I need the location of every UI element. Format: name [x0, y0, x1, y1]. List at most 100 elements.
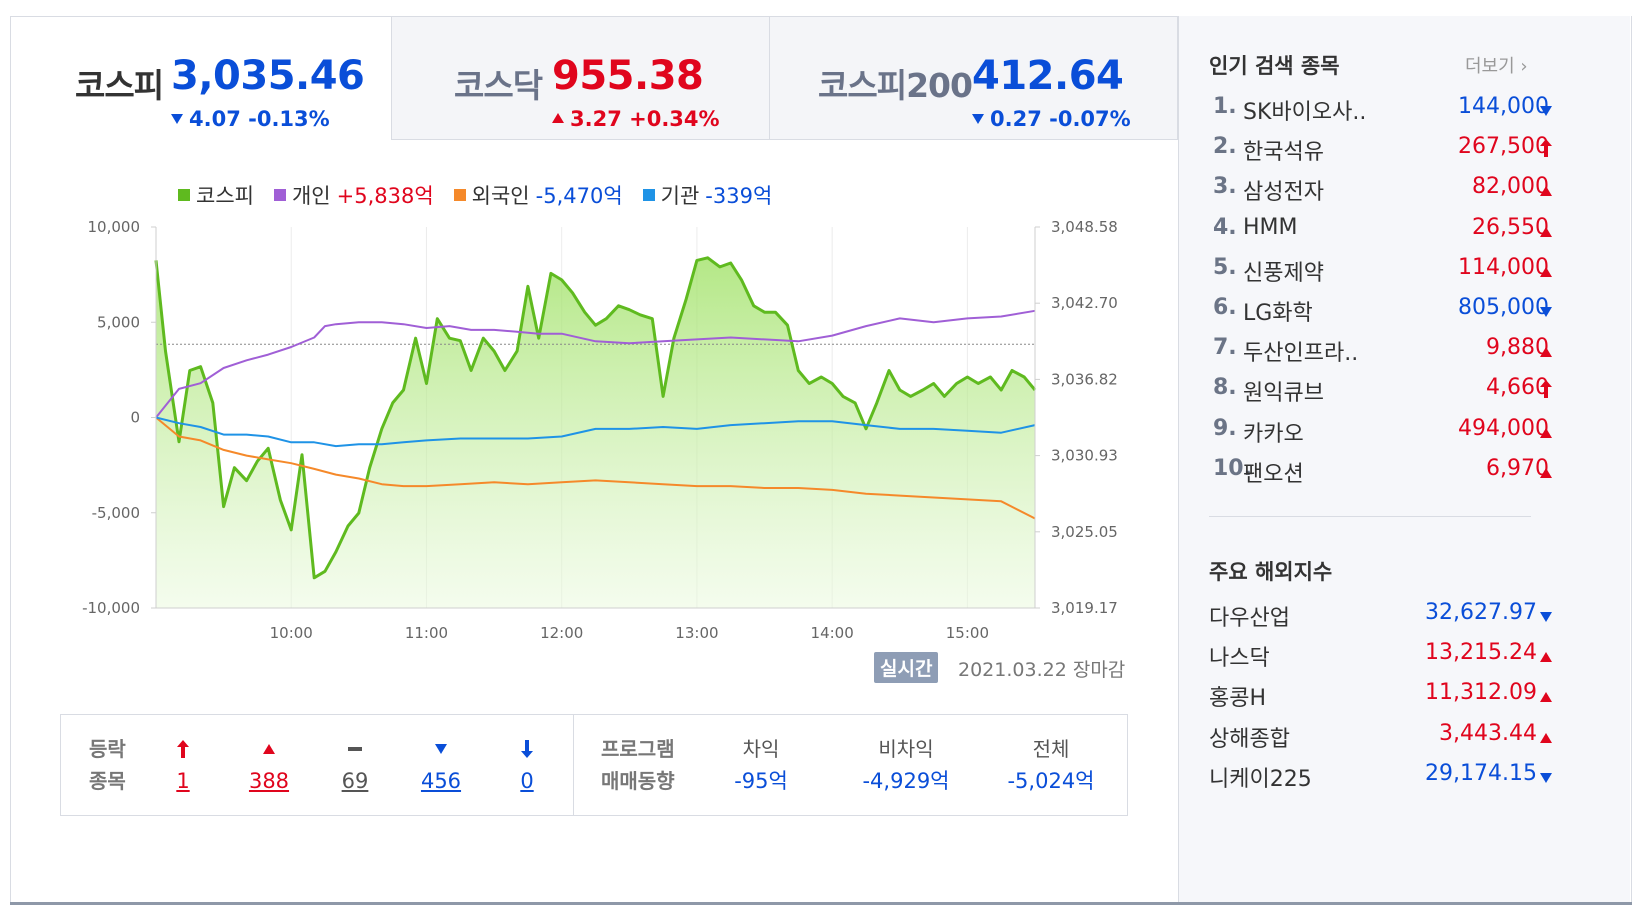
index-name[interactable]: 나스닥: [1209, 646, 1270, 672]
y-right-tick-label: 3,030.93: [1051, 447, 1118, 465]
stock-name[interactable]: 신풍제약: [1243, 260, 1324, 286]
tab-kospi200-name: 코스피200: [818, 66, 973, 105]
rank-number: 9.: [1213, 415, 1237, 441]
popular-item[interactable]: 3. 삼성전자 82,000: [1209, 174, 1552, 214]
tab-kospi[interactable]: 코스피 3,035.46 4.07 -0.13%: [11, 16, 391, 140]
fall-icon: [411, 733, 471, 765]
popular-item[interactable]: 2. 한국석유 267,500: [1209, 134, 1552, 174]
legend-individual[interactable]: 개인 +5,838억: [273, 180, 434, 210]
legend-foreign[interactable]: 외국인 -5,470억: [453, 180, 623, 210]
legend-institution[interactable]: 기관 -339억: [642, 180, 772, 210]
stock-price: 494,000: [1458, 415, 1549, 441]
stock-name[interactable]: 삼성전자: [1243, 180, 1324, 206]
chart-axes: 10:00 11:00 12:00 13:00 14:00 15:00 10,000 5,00…: [82, 218, 1118, 642]
tab-kospi-name: 코스피: [75, 66, 164, 105]
x-tick-label: 12:00: [540, 624, 583, 642]
stat-rise[interactable]: 388: [239, 733, 299, 797]
series-line-institution: [155, 416, 1036, 448]
tab-kosdaq[interactable]: 코스닥 955.38 3.27 +0.34%: [391, 16, 770, 140]
legend-swatch: [453, 189, 466, 201]
stock-price: 114,000: [1458, 254, 1549, 280]
rank-number: 1.: [1213, 94, 1237, 119]
popular-item[interactable]: 8. 원익큐브 4,660: [1209, 375, 1552, 415]
chart-legend: 코스피 개인 +5,838억 외국인 -5,470억 기관 -339억: [178, 180, 772, 210]
stock-name[interactable]: 카카오: [1243, 421, 1304, 447]
popular-item[interactable]: 4. HMM 26,550: [1209, 214, 1552, 255]
overseas-index-item[interactable]: 나스닥 13,215.24: [1209, 640, 1552, 680]
stock-price: 805,000: [1458, 295, 1549, 320]
popular-item[interactable]: 1. SK바이오사.. 144,000: [1209, 94, 1552, 134]
series-line-kospi: [154, 256, 1037, 580]
legend-kospi[interactable]: 코스피: [178, 180, 254, 210]
lower-limit-icon: [497, 733, 557, 765]
overseas-index-item[interactable]: 상해종합 3,443.44: [1209, 721, 1552, 761]
fall-icon: [1539, 299, 1555, 319]
stat-fall[interactable]: 456: [411, 733, 471, 797]
rise-icon: [239, 733, 299, 765]
popular-item[interactable]: 6. LG화학 805,000: [1209, 295, 1552, 335]
overseas-index-item[interactable]: 니케이225 29,174.15: [1209, 761, 1552, 801]
rise-icon: [1539, 460, 1555, 480]
unchanged-icon: [325, 733, 385, 765]
y-left-tick-label: 10,000: [88, 218, 141, 236]
overseas-index-item[interactable]: 홍콩H 11,312.09: [1209, 680, 1552, 720]
x-tick-label: 13:00: [675, 624, 718, 642]
market-date-status: 2021.03.22 장마감: [958, 655, 1125, 682]
stock-name[interactable]: HMM: [1243, 214, 1298, 240]
kospi-area-fill: [156, 257, 1035, 608]
rank-number: 6.: [1213, 295, 1237, 320]
rise-icon: [1539, 725, 1555, 745]
stock-name[interactable]: SK바이오사..: [1243, 100, 1367, 125]
x-tick-label: 14:00: [811, 624, 854, 642]
realtime-badge[interactable]: 실시간: [874, 652, 939, 683]
popular-title: 인기 검색 종목: [1209, 54, 1340, 78]
index-name[interactable]: 상해종합: [1209, 726, 1290, 752]
rank-number: 7.: [1213, 335, 1237, 361]
bottom-border: [10, 902, 1632, 905]
y-left-tick-label: -5,000: [92, 504, 140, 522]
stock-price: 144,000: [1458, 94, 1549, 119]
stock-name[interactable]: 한국석유: [1243, 140, 1324, 166]
upper-limit-icon: [1539, 138, 1555, 158]
x-tick-label: 15:00: [946, 624, 989, 642]
chevron-right-icon: ›: [1514, 56, 1528, 77]
stock-name[interactable]: LG화학: [1243, 301, 1313, 326]
more-link[interactable]: 더보기 ›: [1465, 56, 1528, 77]
stock-name[interactable]: 두산인프라..: [1243, 341, 1359, 367]
series-line-foreign: [155, 416, 1036, 520]
stock-price: 267,500: [1458, 134, 1549, 160]
stock-name[interactable]: 원익큐브: [1243, 381, 1324, 407]
tab-kospi-value: 3,035.46: [171, 53, 365, 99]
popular-item[interactable]: 9. 카카오 494,000: [1209, 415, 1552, 456]
stats-divider: [573, 715, 574, 815]
stock-price: 4,660: [1486, 375, 1549, 401]
chart-lines: [154, 256, 1037, 580]
fall-icon: [1539, 604, 1555, 624]
upper-limit-icon: [153, 733, 213, 765]
tab-kosdaq-name: 코스닥: [454, 66, 543, 105]
index-value: 29,174.15: [1425, 760, 1537, 786]
popular-item[interactable]: 5. 신풍제약 114,000: [1209, 255, 1552, 295]
popular-item[interactable]: 10. 팬오션 6,970: [1209, 456, 1552, 496]
index-name[interactable]: 니케이225: [1209, 766, 1312, 792]
rise-icon: [1539, 644, 1555, 664]
index-name[interactable]: 홍콩H: [1209, 686, 1267, 712]
tab-kospi-change: 4.07 -0.13%: [171, 107, 330, 131]
y-left-tick-label: -10,000: [82, 599, 140, 617]
index-name[interactable]: 다우산업: [1209, 606, 1290, 631]
popular-item[interactable]: 7. 두산인프라.. 9,880: [1209, 335, 1552, 375]
index-tabs: 코스피 3,035.46 4.07 -0.13% 코스닥 955.38 3.27…: [11, 16, 1234, 140]
intraday-chart: 10:00 11:00 12:00 13:00 14:00 15:00 10,000 5,00…: [82, 218, 1118, 642]
stat-upper-limit[interactable]: 1: [153, 733, 213, 797]
stat-lower-limit[interactable]: 0: [497, 733, 557, 797]
down-arrow-icon: [171, 114, 183, 124]
widget-frame: [10, 16, 1632, 904]
overseas-index-item[interactable]: 다우산업 32,627.97: [1209, 600, 1552, 640]
stock-name[interactable]: 팬오션: [1243, 461, 1304, 487]
advance-decline-box: 등락 종목 1 388 69 456 0 프로그램 매매동향 차익: [60, 714, 1128, 816]
index-value: 13,215.24: [1425, 640, 1537, 666]
fall-icon: [1539, 765, 1555, 785]
stat-unchanged[interactable]: 69: [325, 733, 385, 797]
tab-kospi200[interactable]: 코스피200 412.64 0.27 -0.07%: [769, 16, 1178, 140]
stock-price: 6,970: [1486, 455, 1549, 481]
